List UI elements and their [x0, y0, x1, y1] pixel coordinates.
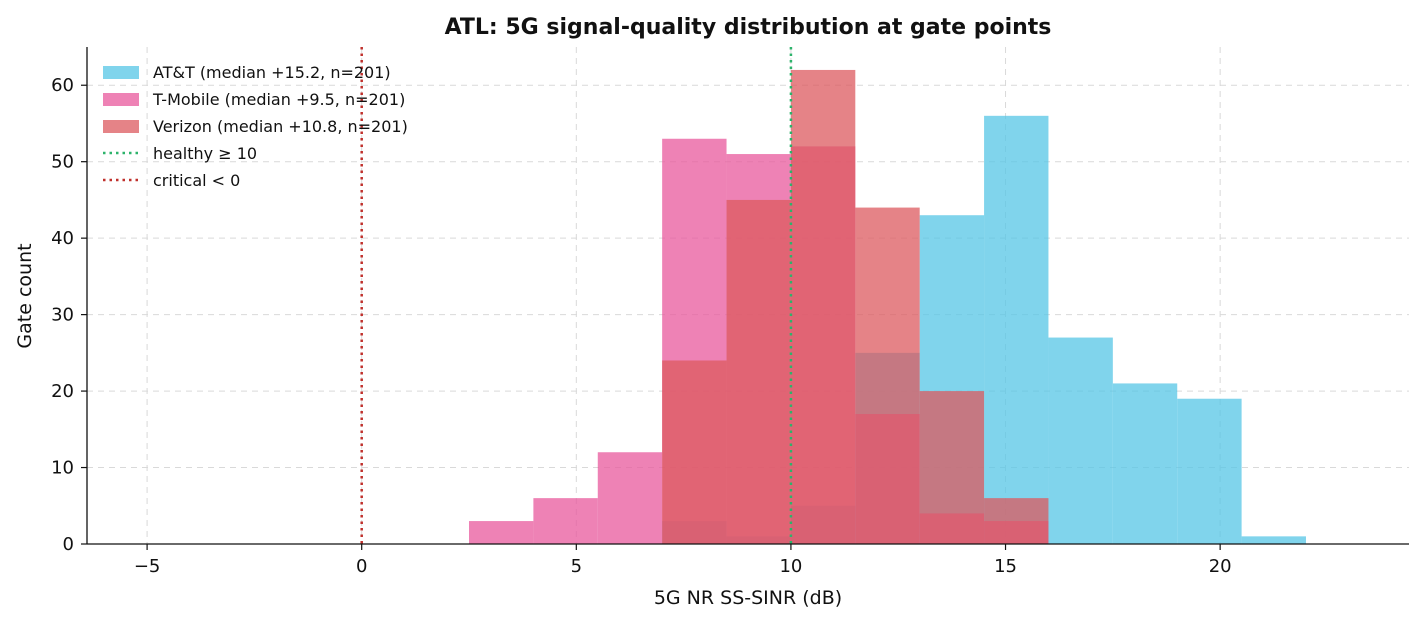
legend-swatch [103, 120, 139, 133]
histogram-bar [1241, 536, 1306, 544]
axes [86, 47, 1409, 545]
x-tick-label: 0 [356, 556, 367, 577]
y-tick-label: 50 [51, 152, 74, 173]
legend-label: healthy ≥ 10 [153, 144, 257, 163]
y-tick-label: 40 [51, 228, 74, 249]
legend-entry: T-Mobile (median +9.5, n=201) [103, 90, 405, 109]
y-tick-label: 10 [51, 458, 74, 479]
reference-lines [360, 47, 793, 544]
y-tick-label: 20 [51, 381, 74, 402]
legend-label: Verizon (median +10.8, n=201) [153, 117, 408, 136]
histogram-bar [662, 360, 727, 544]
histogram-bar [597, 452, 663, 544]
legend-label: critical < 0 [153, 171, 240, 190]
legend-label: T-Mobile (median +9.5, n=201) [152, 90, 405, 109]
histogram-bar [984, 115, 1049, 545]
histogram-bar [984, 498, 1049, 544]
legend-label: AT&T (median +15.2, n=201) [153, 63, 391, 82]
x-tick-label: 10 [779, 556, 802, 577]
legend: AT&T (median +15.2, n=201) T-Mobile (medi… [103, 63, 408, 190]
y-axis-label: Gate count [14, 243, 36, 348]
legend-entry: healthy ≥ 10 [103, 144, 257, 163]
legend-swatch [103, 66, 139, 79]
legend-entry: critical < 0 [103, 171, 240, 190]
legend-entry: Verizon (median +10.8, n=201) [103, 117, 408, 136]
legend-entry: AT&T (median +15.2, n=201) [103, 63, 391, 82]
x-tick-label: −5 [134, 556, 161, 577]
x-axis-label: 5G NR SS-SINR (dB) [654, 587, 842, 609]
series-2 [662, 69, 1049, 545]
histogram-bar [1048, 337, 1113, 544]
histogram-bar [790, 69, 856, 544]
chart-title: ATL: 5G signal-quality distribution at g… [445, 15, 1052, 40]
histogram-bar [726, 199, 791, 544]
histogram-bars [469, 69, 1306, 545]
y-tick-label: 30 [51, 305, 74, 326]
histogram-bar [1112, 383, 1178, 544]
x-tick-label: 20 [1209, 556, 1232, 577]
x-tick-label: 5 [571, 556, 582, 577]
histogram-bar [919, 391, 985, 544]
x-tick-label: 15 [994, 556, 1017, 577]
histogram-bar [1177, 398, 1242, 544]
histogram-bar [469, 521, 534, 544]
histogram-bar [855, 207, 920, 545]
y-tick-label: 60 [51, 75, 74, 96]
histogram-bar [533, 498, 598, 544]
tick-labels: −5 0 5 10 15 20 0 10 20 30 40 50 60 [51, 75, 1232, 577]
y-tick-label: 0 [63, 534, 74, 555]
legend-swatch [103, 93, 139, 106]
